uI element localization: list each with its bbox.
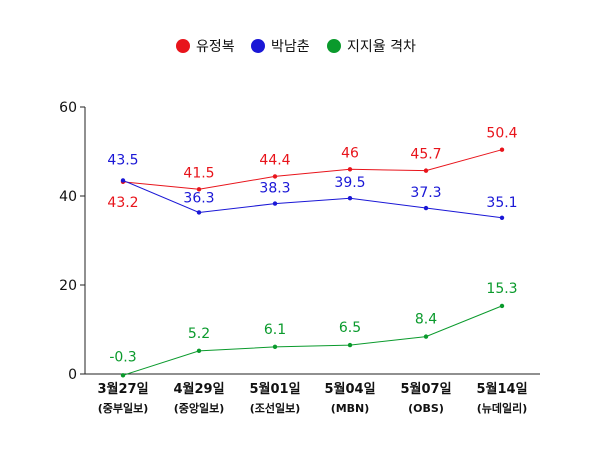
series-line <box>122 179 503 219</box>
data-label: 37.3 <box>410 185 441 201</box>
legend-marker <box>251 39 265 53</box>
series-line <box>122 149 503 190</box>
x-axis: 3월27일 (중부일보) 4월29일 (중앙일보) 5월01일 (조선일보) 5월04일 (M… <box>85 373 540 415</box>
data-label: 8.4 <box>415 312 437 328</box>
data-point <box>120 178 126 183</box>
series-line <box>122 305 503 376</box>
legend-marker <box>176 39 190 53</box>
data-label: 15.3 <box>486 281 517 297</box>
data-point <box>423 334 429 339</box>
x-tick-sublabel: (조선일보) <box>250 401 301 415</box>
data-label: 50.4 <box>486 126 517 142</box>
data-point <box>272 201 278 206</box>
data-label: 44.4 <box>259 152 290 168</box>
data-label: 35.1 <box>486 195 517 211</box>
x-tick-label: 3월27일 <box>97 381 148 397</box>
chart-legend: 유정복 박남춘 지지율 격차 <box>176 39 416 55</box>
data-point <box>196 348 202 354</box>
x-tick-sublabel: (OBS) <box>408 402 444 415</box>
series-layer <box>120 147 505 378</box>
data-label: 38.3 <box>259 181 290 197</box>
data-point <box>196 210 202 215</box>
y-tick-label: 60 <box>59 100 77 116</box>
data-point <box>499 215 505 221</box>
data-point <box>196 187 202 192</box>
data-label: 41.5 <box>183 165 214 181</box>
data-label: 45.7 <box>410 147 441 163</box>
data-point <box>347 167 353 172</box>
data-label: 5.2 <box>188 326 210 342</box>
data-label: -0.3 <box>109 349 136 365</box>
data-label: 43.5 <box>107 152 138 168</box>
legend-marker <box>327 39 341 53</box>
y-tick-label: 40 <box>59 189 77 205</box>
x-tick-label: 4월29일 <box>173 381 224 397</box>
data-point <box>499 147 505 152</box>
data-point <box>347 196 353 201</box>
legend-label: 지지율 격차 <box>347 39 416 55</box>
x-tick-label: 5월07일 <box>400 381 451 397</box>
legend-label: 유정복 <box>196 39 235 55</box>
y-tick-label: 20 <box>59 278 77 294</box>
y-axis: 0 20 40 60 <box>59 100 86 383</box>
data-point <box>423 205 429 211</box>
x-tick-label: 5월01일 <box>249 381 300 397</box>
legend-label: 박남춘 <box>271 39 310 55</box>
data-point <box>272 344 278 350</box>
x-tick-label: 5월14일 <box>476 381 527 397</box>
data-label: 39.5 <box>334 175 365 191</box>
data-label: 46 <box>341 145 359 161</box>
x-tick-label: 5월04일 <box>324 381 375 397</box>
data-point <box>120 373 126 378</box>
x-tick-sublabel: (중부일보) <box>98 401 149 415</box>
data-point <box>499 303 505 309</box>
data-label: 36.3 <box>183 190 214 206</box>
x-tick-sublabel: (MBN) <box>331 402 370 415</box>
data-label: 6.5 <box>339 320 361 336</box>
x-tick-sublabel: (중앙일보) <box>174 401 225 415</box>
data-point <box>347 342 353 348</box>
data-label: 6.1 <box>264 322 286 338</box>
data-labels-layer: 43.2 41.5 44.4 46 45.7 50.4 43.5 36.3 38.3 39.5 37… <box>107 126 517 366</box>
data-label: 43.2 <box>107 195 138 211</box>
data-point <box>423 168 429 173</box>
data-point <box>272 174 278 179</box>
y-tick-label: 0 <box>68 367 77 383</box>
x-tick-sublabel: (뉴데일리) <box>477 401 528 415</box>
